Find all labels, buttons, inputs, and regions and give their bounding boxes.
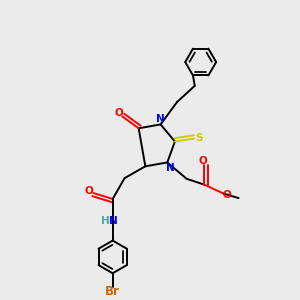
Text: N: N <box>156 114 165 124</box>
Text: O: O <box>85 186 93 196</box>
Text: O: O <box>199 156 207 166</box>
Text: O: O <box>222 190 231 200</box>
Text: N: N <box>166 163 175 173</box>
Text: H: H <box>101 216 110 226</box>
Text: Br: Br <box>105 285 120 298</box>
Text: O: O <box>114 108 123 118</box>
Text: N: N <box>109 216 117 226</box>
Text: S: S <box>195 133 202 143</box>
